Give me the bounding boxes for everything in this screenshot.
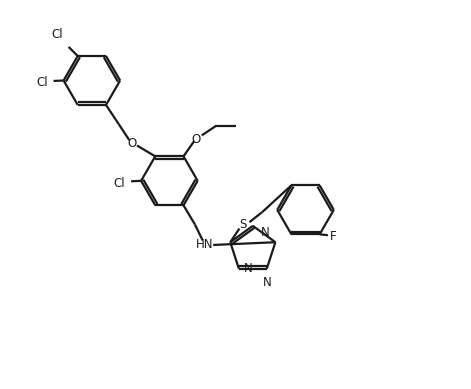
Text: F: F bbox=[330, 230, 336, 243]
Text: HN: HN bbox=[196, 238, 214, 251]
Text: Cl: Cl bbox=[36, 76, 48, 89]
Text: S: S bbox=[239, 218, 247, 231]
Text: O: O bbox=[128, 137, 137, 150]
Text: Cl: Cl bbox=[51, 28, 63, 41]
Text: N: N bbox=[262, 275, 271, 289]
Text: Cl: Cl bbox=[114, 177, 125, 189]
Text: N: N bbox=[261, 226, 270, 238]
Text: O: O bbox=[192, 133, 201, 145]
Text: N: N bbox=[244, 262, 253, 275]
